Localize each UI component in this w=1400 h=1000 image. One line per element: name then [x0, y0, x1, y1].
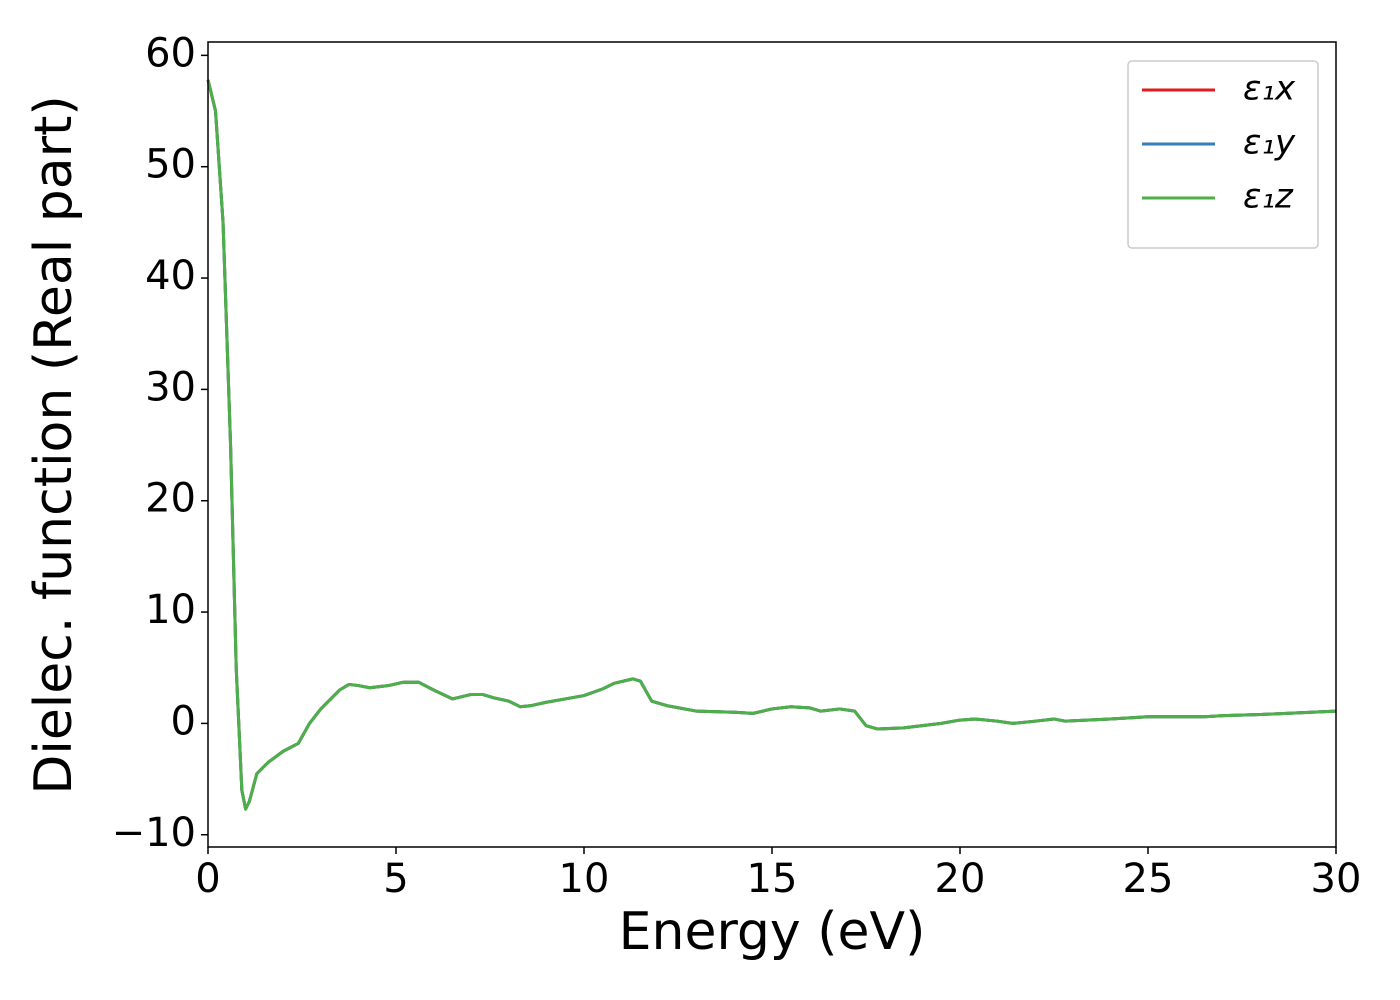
x-tick-label: 30 [1311, 856, 1362, 902]
legend-label: ε₁x [1243, 69, 1296, 109]
y-tick-label: 30 [145, 364, 196, 410]
y-tick-label: 50 [145, 142, 196, 188]
x-axis-label: Energy (eV) [619, 902, 926, 962]
x-tick-label: 5 [383, 856, 408, 902]
x-tick-label: 25 [1123, 856, 1174, 902]
legend-label: ε₁y [1243, 123, 1296, 163]
legend-box [1127, 60, 1319, 249]
y-axis-label: Dielec. function (Real part) [24, 95, 84, 794]
y-tick-label: 40 [145, 253, 196, 299]
x-tick-label: 10 [559, 856, 610, 902]
y-tick-label: 0 [171, 698, 196, 744]
x-tick-label: 0 [195, 856, 220, 902]
y-tick-label: 10 [145, 587, 196, 633]
legend-label: ε₁z [1243, 177, 1294, 217]
x-tick-label: 20 [935, 856, 986, 902]
y-tick-label: 60 [145, 30, 196, 76]
plot-frame [207, 41, 1337, 848]
y-tick-label: −10 [112, 810, 196, 856]
x-tick-label: 15 [747, 856, 798, 902]
y-tick-label: 20 [145, 476, 196, 522]
data-line [206, 79, 1337, 811]
